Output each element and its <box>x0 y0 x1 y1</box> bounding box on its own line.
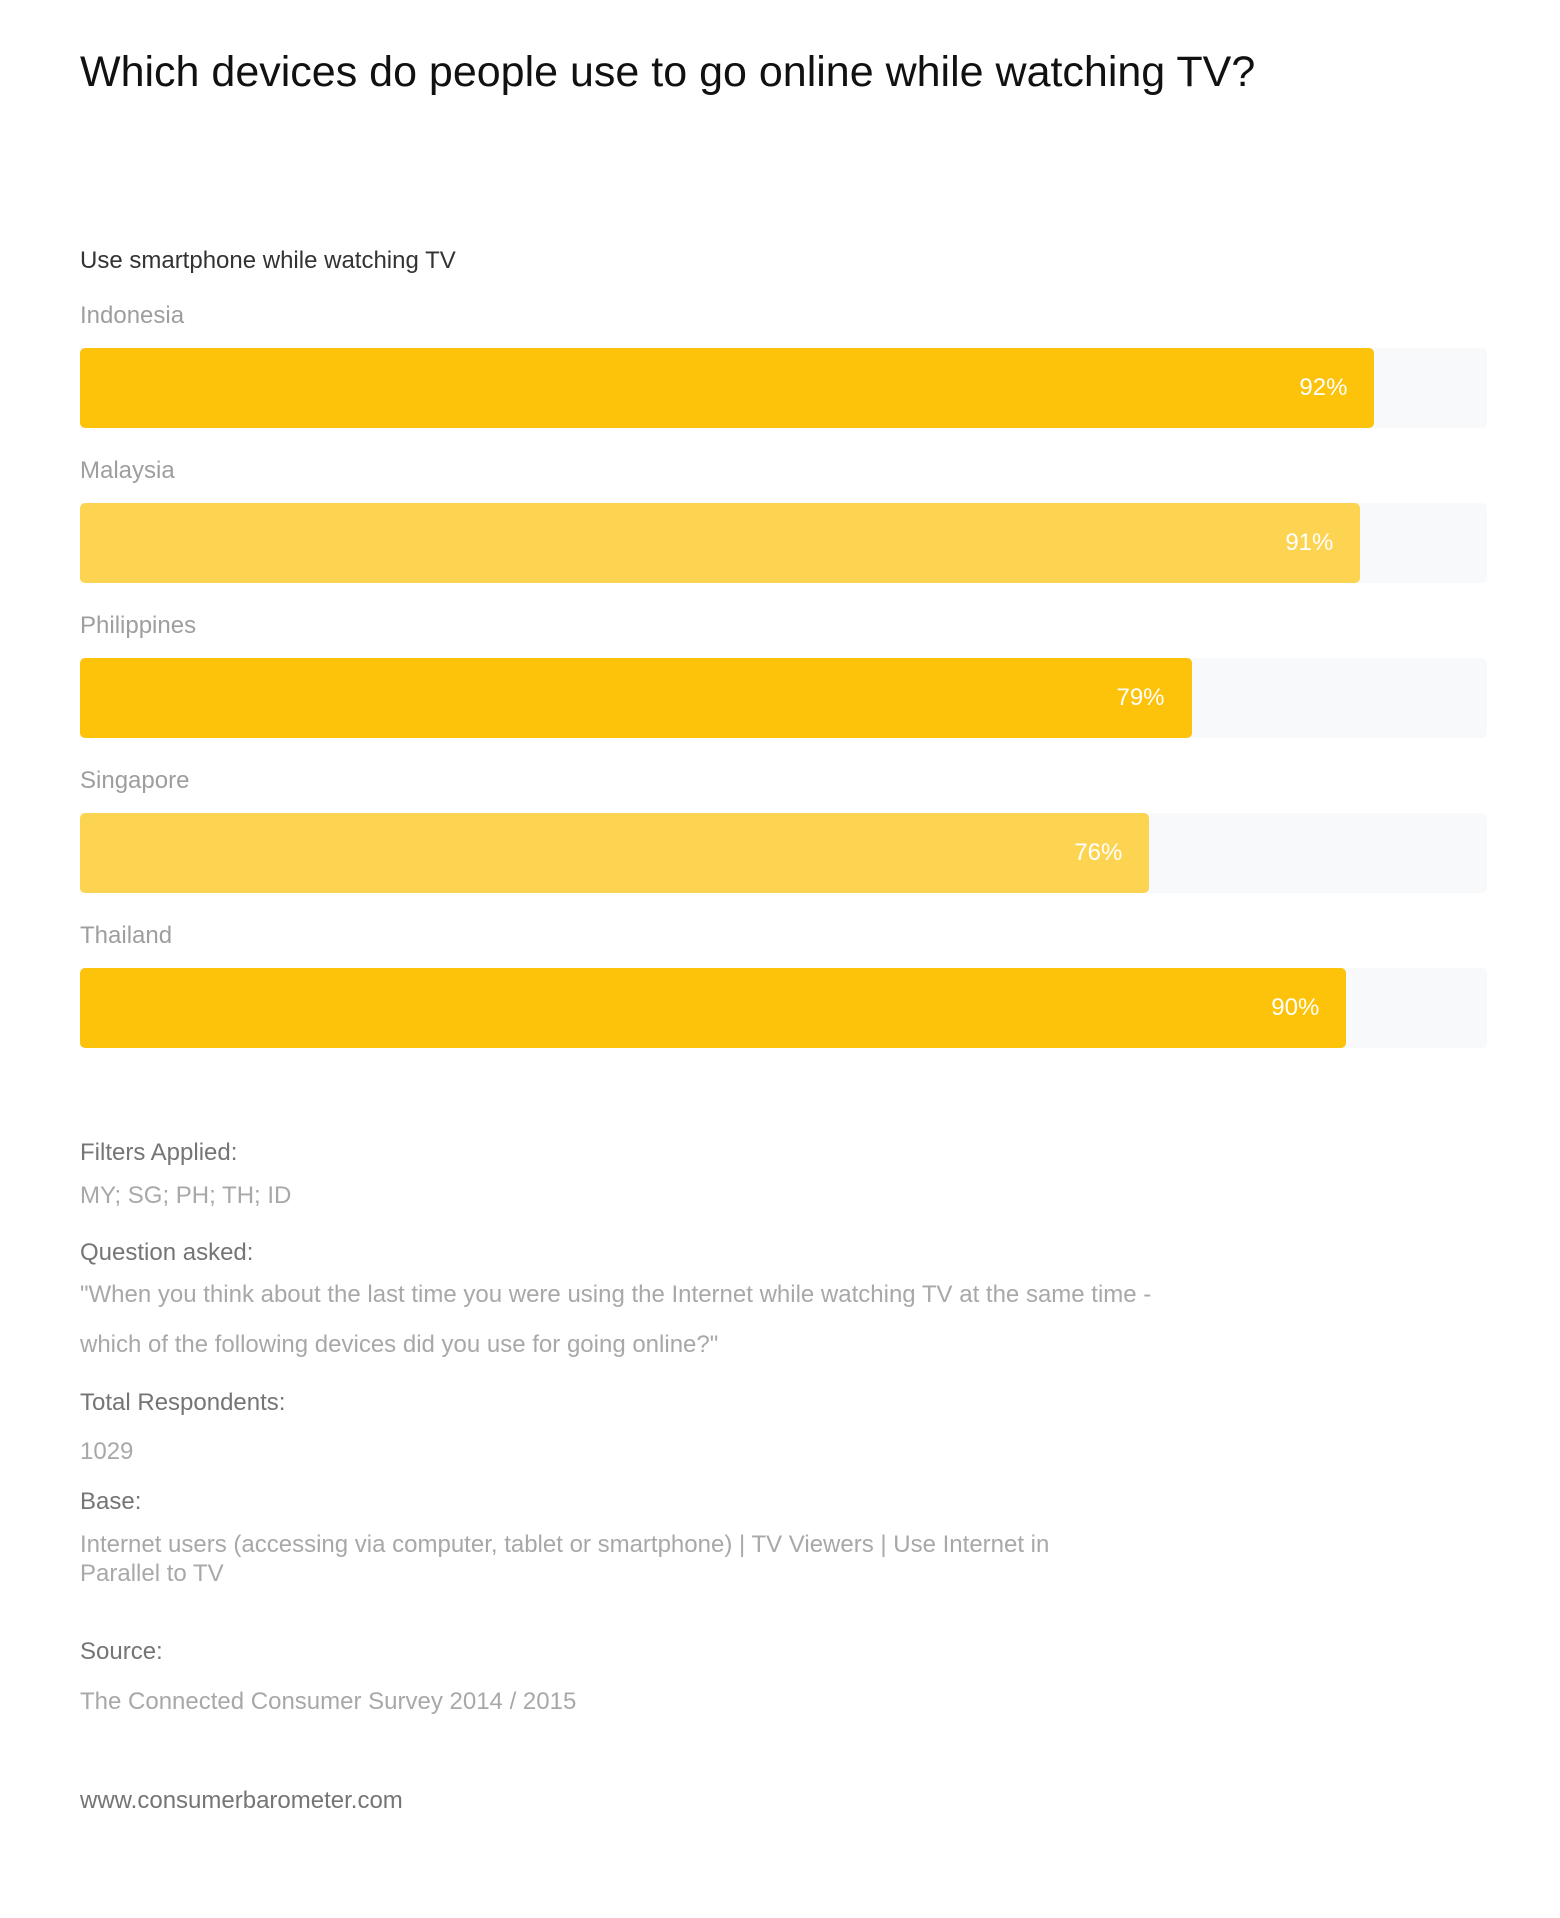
bar-track: 91% <box>80 503 1487 583</box>
value-label: 76% <box>1074 839 1123 866</box>
base-label: Base: <box>80 1488 142 1515</box>
base-line-1: Internet users (accessing via computer, … <box>80 1531 1050 1558</box>
category-label: Indonesia <box>80 302 185 329</box>
question-line-2: which of the following devices did you u… <box>80 1331 719 1358</box>
bar: 76% <box>80 813 1150 893</box>
category-label: Malaysia <box>80 457 175 484</box>
filters-value: MY; SG; PH; TH; ID <box>80 1182 292 1209</box>
bar: 92% <box>80 348 1375 428</box>
website-link[interactable]: www.consumerbarometer.com <box>80 1787 403 1814</box>
bar-track: 76% <box>80 813 1487 893</box>
filters-label: Filters Applied: <box>80 1139 238 1166</box>
bar-track: 90% <box>80 968 1487 1048</box>
bar-track: 79% <box>80 658 1487 738</box>
chart-title: Which devices do people use to go online… <box>80 48 1256 96</box>
question-label: Question asked: <box>80 1239 254 1266</box>
base-line-2: Parallel to TV <box>80 1560 224 1587</box>
category-label: Philippines <box>80 612 197 639</box>
bar-track: 92% <box>80 348 1487 428</box>
respondents-value: 1029 <box>80 1438 134 1465</box>
bar: 90% <box>80 968 1347 1048</box>
value-label: 92% <box>1299 374 1348 401</box>
category-label: Singapore <box>80 767 190 794</box>
respondents-label: Total Respondents: <box>80 1389 286 1416</box>
source-value: The Connected Consumer Survey 2014 / 201… <box>80 1688 577 1715</box>
value-label: 90% <box>1271 994 1320 1021</box>
question-line-1: "When you think about the last time you … <box>80 1281 1152 1308</box>
bar: 79% <box>80 658 1192 738</box>
value-label: 91% <box>1285 529 1334 556</box>
category-label: Thailand <box>80 922 173 949</box>
source-label: Source: <box>80 1638 163 1665</box>
chart-subtitle: Use smartphone while watching TV <box>80 247 456 274</box>
value-label: 79% <box>1116 684 1165 711</box>
bar: 91% <box>80 503 1361 583</box>
